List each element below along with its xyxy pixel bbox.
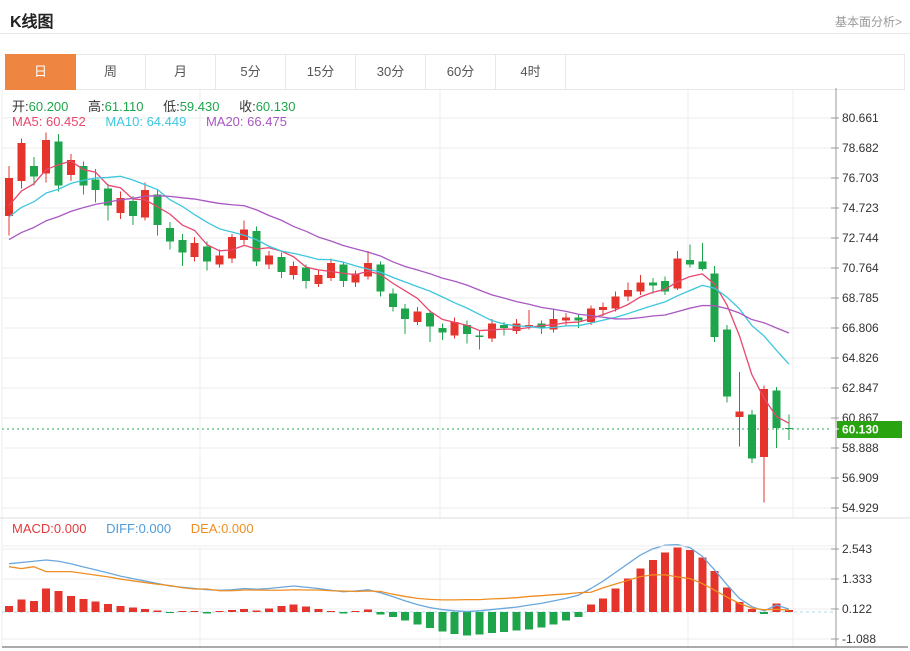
price-axis: 80.661 78.682 76.703 74.723 72.744 70.764 68.7… <box>831 88 879 647</box>
close-value: 60.130 <box>255 99 296 114</box>
svg-text:0.122: 0.122 <box>842 602 872 616</box>
tab-day[interactable]: 日 <box>5 54 76 90</box>
svg-text:60.130: 60.130 <box>842 423 879 437</box>
high-label: 高: <box>88 99 105 114</box>
ma20-value: 66.475 <box>247 114 287 129</box>
gridlines-layer <box>1 90 836 647</box>
diff-value: 0.000 <box>138 521 172 536</box>
svg-text:68.785: 68.785 <box>842 291 879 305</box>
interval-tab-bar: 日周月 5分 15分 30分 60分 4时 <box>5 54 905 90</box>
ma5-label: MA5: <box>12 114 43 129</box>
svg-text:54.929: 54.929 <box>842 501 879 515</box>
svg-text:66.806: 66.806 <box>842 321 879 335</box>
macd-lines <box>8 543 790 613</box>
svg-text:2.543: 2.543 <box>842 542 872 556</box>
macd-legend: MACD:0.000 DIFF:0.000 DEA:0.000 <box>12 521 270 536</box>
diff-label: DIFF: <box>106 521 139 536</box>
current-price-badge: 60.130 <box>831 421 902 439</box>
high-value: 61.110 <box>104 99 144 114</box>
svg-text:-1.088: -1.088 <box>842 632 876 646</box>
macd-axis: 2.543 1.333 0.122 -1.088 <box>831 542 876 646</box>
svg-text:70.764: 70.764 <box>842 261 879 275</box>
macd-value: 0.000 <box>53 521 87 536</box>
ma-legend: MA5: 60.452 MA10: 64.449 MA20: 66.475 <box>12 114 303 129</box>
svg-text:1.333: 1.333 <box>842 572 872 586</box>
svg-text:78.682: 78.682 <box>842 141 879 155</box>
svg-text:76.703: 76.703 <box>842 171 879 185</box>
open-label: 开: <box>12 99 29 114</box>
dea-label: DEA: <box>190 521 222 536</box>
svg-text:80.661: 80.661 <box>842 111 879 125</box>
dea-value: 0.000 <box>221 521 254 536</box>
svg-text:64.826: 64.826 <box>842 351 879 365</box>
title-divider <box>0 33 910 34</box>
tab-60min[interactable]: 60分 <box>426 55 496 89</box>
fundamental-analysis-link[interactable]: 基本面分析> <box>834 15 902 29</box>
svg-text:74.723: 74.723 <box>842 201 879 215</box>
macd-histogram <box>5 547 793 636</box>
tab-15min[interactable]: 15分 <box>286 55 356 89</box>
svg-text:62.847: 62.847 <box>842 381 879 395</box>
page-title: K线图 <box>10 14 54 31</box>
svg-text:58.888: 58.888 <box>842 441 879 455</box>
ohlc-legend: 开:60.200 高:61.110 低:59.430 收:60.130 <box>12 96 311 115</box>
low-value: 59.430 <box>179 99 220 114</box>
ma20-label: MA20: <box>205 114 244 129</box>
candles-layer <box>5 132 793 503</box>
svg-text:56.909: 56.909 <box>842 471 879 485</box>
tab-5min[interactable]: 5分 <box>216 55 286 89</box>
tab-4hour[interactable]: 4时 <box>496 55 566 89</box>
tab-month[interactable]: 月 <box>146 55 216 89</box>
ma10-label: MA10: <box>105 114 143 129</box>
tab-30min[interactable]: 30分 <box>356 55 426 89</box>
low-label: 低: <box>163 99 180 114</box>
svg-text:72.744: 72.744 <box>842 231 879 245</box>
open-value: 60.200 <box>28 99 69 114</box>
moving-averages-layer <box>8 160 790 424</box>
macd-label: MACD: <box>12 521 54 536</box>
tab-week[interactable]: 周 <box>76 55 146 89</box>
ma10-value: 64.449 <box>146 114 187 129</box>
ma5-value: 60.452 <box>45 114 86 129</box>
close-label: 收: <box>239 99 256 114</box>
panel-separators <box>0 517 910 648</box>
